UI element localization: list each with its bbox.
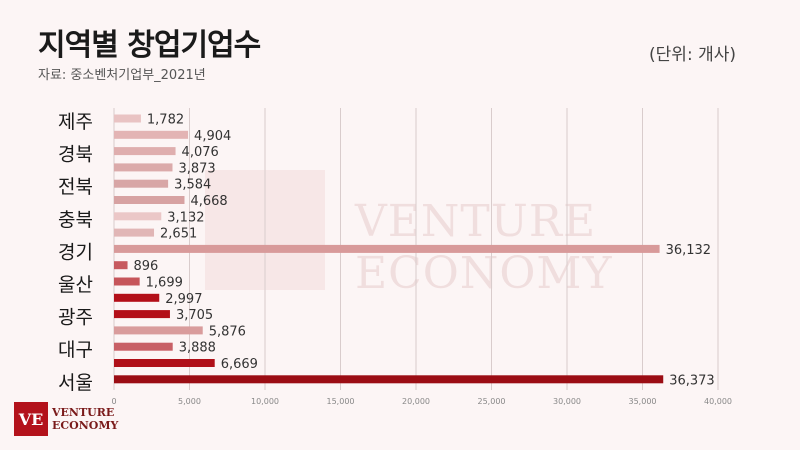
bar	[114, 261, 128, 270]
x-tick-label: 35,000	[629, 397, 657, 406]
category-label: 충북	[58, 209, 93, 231]
category-label: 광주	[58, 307, 93, 329]
logo-line-2: ECONOMY	[52, 419, 119, 432]
watermark-text-2: ECONOMY	[355, 248, 613, 299]
bar	[114, 244, 660, 253]
category-label: 울산	[58, 274, 93, 296]
bar-value-label: 4,904	[194, 129, 231, 144]
bar	[114, 359, 215, 367]
source-note: 자료: 중소벤처기업부_2021년	[38, 68, 206, 83]
bar	[114, 277, 140, 286]
logo-text: VENTURE ECONOMY	[52, 406, 118, 432]
bar-value-label: 2,997	[165, 292, 202, 307]
page-title: 지역별 창업기업수	[38, 28, 261, 63]
bar-value-label: 3,584	[174, 178, 211, 193]
bar-value-label: 3,888	[179, 341, 216, 356]
x-tick-label: 5,000	[178, 397, 201, 406]
bar-value-label: 3,873	[178, 161, 215, 176]
bar-value-label: 1,782	[147, 113, 184, 128]
bar	[114, 228, 155, 237]
unit-label: (단위: 개사)	[649, 45, 736, 65]
bar	[114, 130, 189, 139]
bar	[114, 147, 176, 156]
bar	[114, 212, 162, 221]
bar-value-label: 5,876	[209, 324, 246, 339]
bar	[114, 310, 170, 319]
bar	[114, 375, 664, 384]
bar	[114, 114, 141, 123]
bar	[114, 179, 169, 188]
bar	[114, 196, 185, 204]
bar-value-label: 6,669	[221, 357, 258, 372]
bar-value-label: 3,132	[167, 210, 204, 225]
bar-value-label: 36,373	[669, 373, 715, 388]
bar-value-label: 2,651	[160, 227, 197, 242]
bar-value-label: 896	[134, 259, 159, 274]
bar	[114, 293, 160, 302]
x-tick-label: 15,000	[327, 397, 355, 406]
category-label: 전북	[58, 176, 93, 198]
category-label: 제주	[58, 111, 93, 133]
logo-mark: VE	[14, 402, 48, 436]
logo-line-1: VENTURE	[52, 406, 115, 419]
category-label: 경북	[58, 144, 93, 166]
x-tick-label: 10,000	[251, 397, 279, 406]
bar-value-label: 4,076	[182, 145, 219, 160]
x-tick-label: 40,000	[704, 397, 732, 406]
x-tick-label: 30,000	[553, 397, 581, 406]
category-label: 서울	[58, 372, 93, 394]
bar-value-label: 4,668	[190, 194, 227, 209]
bar	[114, 163, 173, 172]
x-tick-label: 20,000	[402, 397, 430, 406]
bar-value-label: 1,699	[146, 276, 183, 291]
x-tick-label: 25,000	[478, 397, 506, 406]
x-tick-label: 0	[111, 397, 116, 406]
category-label: 대구	[58, 339, 93, 361]
bar	[114, 326, 203, 335]
bar-value-label: 3,705	[176, 308, 213, 323]
bar	[114, 342, 173, 351]
watermark-text-1: VENTURE	[355, 196, 597, 247]
bar-value-label: 36,132	[666, 243, 712, 258]
category-label: 경기	[58, 241, 93, 263]
